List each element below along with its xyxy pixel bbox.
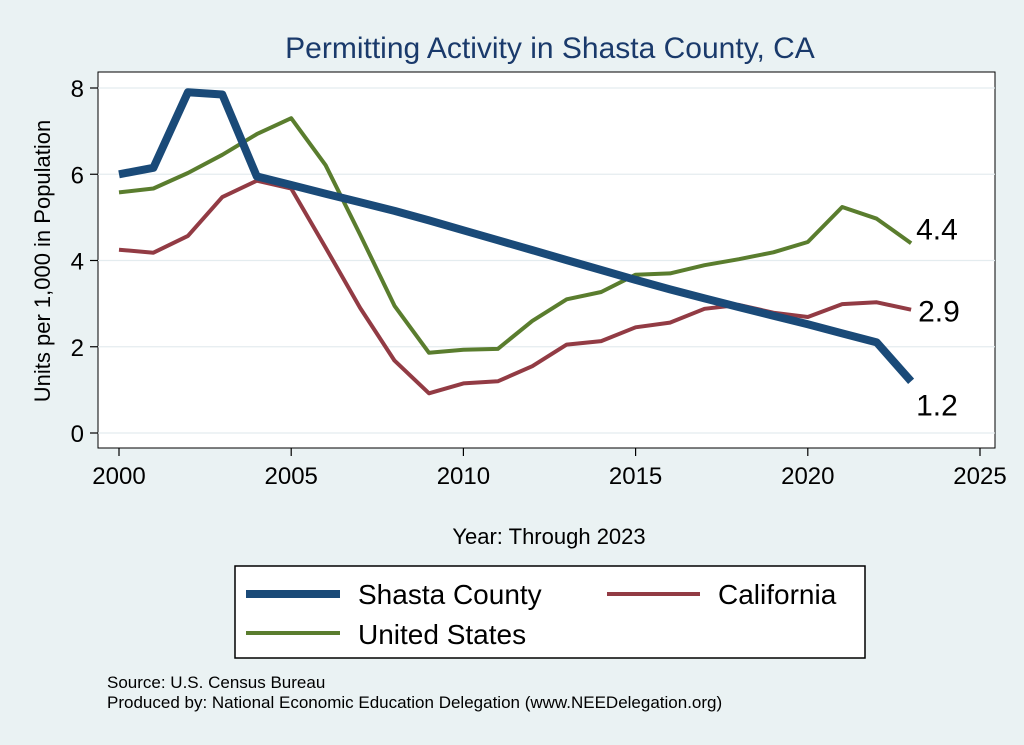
legend: Shasta County California United States (234, 565, 866, 659)
series-lines (118, 88, 915, 396)
source-note: Source: U.S. Census Bureau (107, 673, 325, 692)
end-label-0: 1.2 (916, 389, 958, 422)
legend-label-2: United States (358, 619, 526, 650)
y-tick-label-3: 6 (71, 162, 84, 189)
legend-label-1: California (718, 579, 837, 610)
series-line-2 (118, 116, 913, 355)
x-tick-label-4: 2020 (781, 463, 834, 490)
series-line-0 (118, 88, 915, 384)
x-tick-label-2: 2010 (437, 463, 490, 490)
producer-note: Produced by: National Economic Education… (107, 693, 722, 712)
end-labels: 1.2 2.9 4.4 (916, 213, 960, 422)
x-tick-label-5: 2025 (953, 463, 1006, 490)
y-tick-label-2: 4 (71, 249, 84, 276)
x-tick-label-0: 2000 (92, 463, 145, 490)
end-label-2: 4.4 (916, 213, 958, 246)
end-label-1: 2.9 (918, 296, 960, 329)
axes: 0 2 4 6 8 2000 2005 2010 2015 2020 2025 (71, 76, 1007, 490)
grid-lines (98, 87, 995, 434)
legend-label-0: Shasta County (358, 579, 542, 610)
x-axis-title: Year: Through 2023 (452, 524, 645, 549)
x-tick-label-3: 2015 (609, 463, 662, 490)
y-tick-label-1: 2 (71, 335, 84, 362)
y-tick-label-0: 0 (71, 421, 84, 448)
y-axis-title: Units per 1,000 in Population (30, 120, 55, 403)
legend-box (234, 565, 866, 659)
x-tick-label-1: 2005 (265, 463, 318, 490)
y-tick-label-4: 8 (71, 76, 84, 103)
chart-title: Permitting Activity in Shasta County, CA (285, 32, 815, 65)
